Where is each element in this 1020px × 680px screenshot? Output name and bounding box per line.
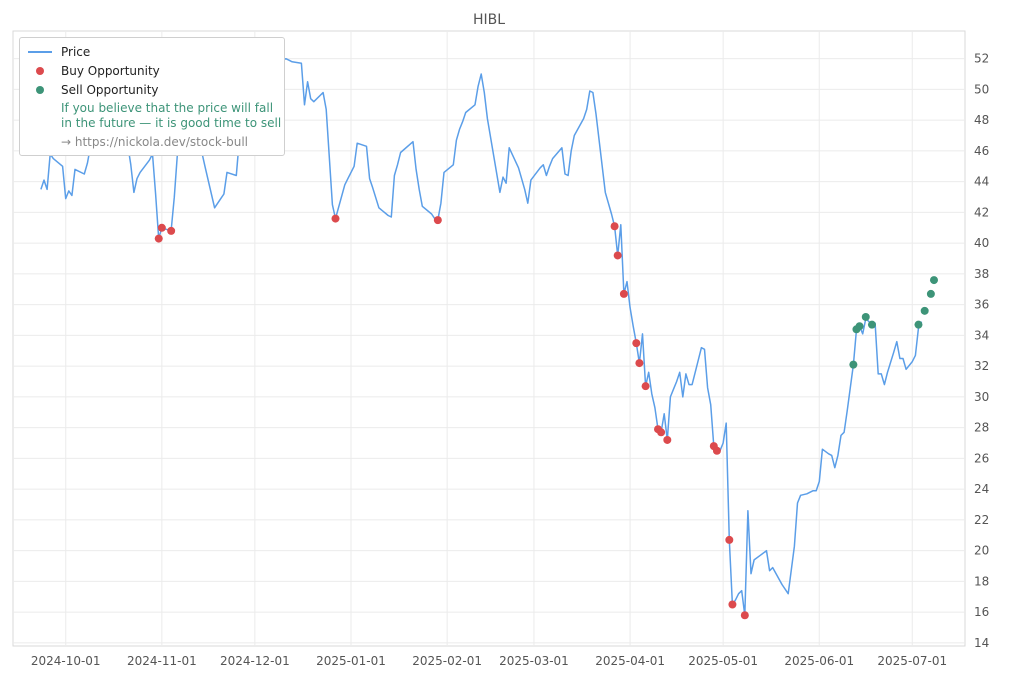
legend-price-label: Price [61, 45, 91, 59]
axis-tick-labels: 14 16 18 20 22 24 26 28 30 32 34 36 38 40 42 44 46 48 50 52… [31, 52, 989, 668]
sell-marker [914, 320, 923, 329]
x-tick-label: 2025-04-01 [595, 654, 665, 668]
y-tick-label: 32 [974, 359, 989, 373]
y-tick-label: 40 [974, 236, 989, 250]
x-tick-label: 2024-10-01 [31, 654, 101, 668]
legend-sell-swatch [36, 86, 44, 94]
chart-title: HIBL [473, 12, 505, 28]
x-tick-label: 2025-01-01 [316, 654, 386, 668]
legend-note: If you believe that the price will fall … [61, 101, 282, 130]
y-tick-label: 46 [974, 144, 989, 158]
sell-marker [861, 312, 870, 321]
legend: Price Buy Opportunity Sell Opportunity I… [19, 37, 285, 156]
y-tick-label: 22 [974, 513, 989, 527]
y-tick-label: 38 [974, 267, 989, 281]
y-tick-label: 20 [974, 544, 989, 558]
y-tick-label: 36 [974, 298, 989, 312]
y-tick-label: 34 [974, 328, 989, 342]
sell-marker [929, 276, 938, 285]
x-tick-label: 2024-12-01 [220, 654, 290, 668]
y-tick-label: 44 [974, 175, 989, 189]
buy-marker [712, 446, 721, 455]
sell-marker [855, 322, 864, 331]
y-tick-label: 24 [974, 482, 989, 496]
buy-marker [657, 428, 666, 437]
y-tick-label: 18 [974, 574, 989, 588]
sell-marker [926, 289, 935, 298]
legend-item-price: Price [20, 44, 280, 60]
buy-marker [613, 251, 622, 260]
grid-lines [13, 31, 965, 646]
x-tick-label: 2025-06-01 [784, 654, 854, 668]
y-tick-label: 48 [974, 113, 989, 127]
buy-marker [331, 214, 340, 223]
sell-marker [920, 306, 929, 315]
buy-marker [740, 611, 749, 620]
x-tick-label: 2025-03-01 [499, 654, 569, 668]
buy-marker [641, 382, 650, 391]
legend-price-swatch [28, 51, 52, 53]
buy-marker [728, 600, 737, 609]
y-tick-label: 28 [974, 421, 989, 435]
legend-item-buy: Buy Opportunity [20, 63, 280, 79]
legend-buy-label: Buy Opportunity [61, 64, 160, 78]
y-tick-label: 16 [974, 605, 989, 619]
legend-item-sell: Sell Opportunity [20, 82, 280, 98]
buy-marker [635, 359, 644, 368]
opportunity-markers [154, 214, 938, 620]
x-tick-label: 2025-07-01 [877, 654, 947, 668]
buy-marker [433, 216, 442, 225]
y-tick-label: 26 [974, 451, 989, 465]
x-tick-label: 2025-02-01 [412, 654, 482, 668]
buy-marker [610, 222, 619, 231]
legend-buy-swatch [36, 67, 44, 75]
y-tick-label: 52 [974, 52, 989, 66]
sell-marker [867, 320, 876, 329]
y-tick-label: 42 [974, 205, 989, 219]
y-tick-label: 14 [974, 636, 989, 650]
buy-marker [157, 223, 166, 232]
buy-marker [167, 226, 176, 235]
buy-marker [632, 339, 641, 348]
y-tick-label: 30 [974, 390, 989, 404]
legend-link: → https://nickola.dev/stock-bull [61, 135, 248, 149]
sell-marker [849, 360, 858, 369]
buy-marker [619, 289, 628, 298]
x-tick-label: 2024-11-01 [127, 654, 197, 668]
x-tick-label: 2025-05-01 [688, 654, 758, 668]
legend-sell-label: Sell Opportunity [61, 83, 159, 97]
y-tick-label: 50 [974, 82, 989, 96]
buy-marker [154, 234, 163, 243]
buy-marker [663, 435, 672, 444]
buy-marker [725, 535, 734, 544]
plot-frame [12, 30, 966, 647]
